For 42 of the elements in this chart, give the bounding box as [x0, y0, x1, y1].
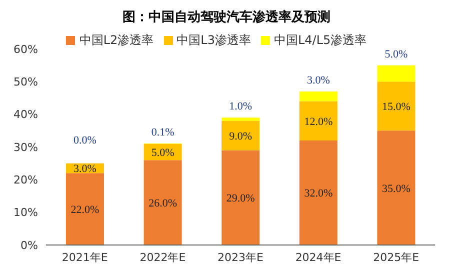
bar [144, 160, 182, 245]
data-label: 12.0% [304, 116, 333, 128]
y-tick-label: 10% [14, 206, 38, 220]
data-label: 5.0% [151, 146, 174, 159]
y-tick-label: 40% [14, 108, 38, 122]
data-label: 15.0% [382, 101, 410, 114]
chart-title: 图：中国自动驾驶汽车渗透率及预测 [122, 8, 332, 27]
legend-label: 中国L3渗透率 [176, 33, 251, 47]
bar [222, 150, 260, 245]
bar [299, 101, 338, 140]
y-tick-label: 30% [14, 140, 38, 154]
data-label: 3.0% [306, 74, 330, 86]
data-label: 0.1% [151, 126, 174, 138]
x-tick-label: 2024年E [295, 250, 342, 264]
bar [377, 82, 416, 131]
bar [299, 140, 338, 245]
data-label: 0.0% [74, 134, 96, 146]
bar [377, 130, 416, 245]
data-label: 3.0% [74, 163, 96, 176]
data-label: 29.0% [226, 192, 255, 205]
data-label: 32.0% [304, 188, 333, 200]
bar [222, 120, 260, 150]
x-tick-label: 2025年E [373, 250, 420, 264]
x-tick-label: 2021年E [62, 250, 108, 264]
bar [377, 65, 416, 82]
x-tick-label: 2022年E [140, 250, 186, 264]
bar [299, 91, 338, 102]
data-label: 22.0% [70, 204, 100, 216]
bar [222, 118, 260, 121]
y-tick-label: 60% [14, 42, 38, 56]
data-label: 1.0% [229, 100, 252, 113]
data-label: 26.0% [148, 198, 178, 210]
data-label: 5.0% [384, 48, 408, 60]
y-tick-label: 0% [20, 238, 38, 252]
x-tick-label: 2023年E [218, 250, 264, 264]
legend-label: 中国L2渗透率 [79, 33, 154, 47]
data-label: 9.0% [229, 130, 252, 143]
legend-label: 中国L4/L5渗透率 [274, 33, 367, 47]
data-label: 35.0% [382, 182, 410, 195]
y-tick-label: 50% [14, 76, 38, 89]
y-tick-label: 20% [14, 174, 38, 187]
bar [66, 173, 104, 245]
